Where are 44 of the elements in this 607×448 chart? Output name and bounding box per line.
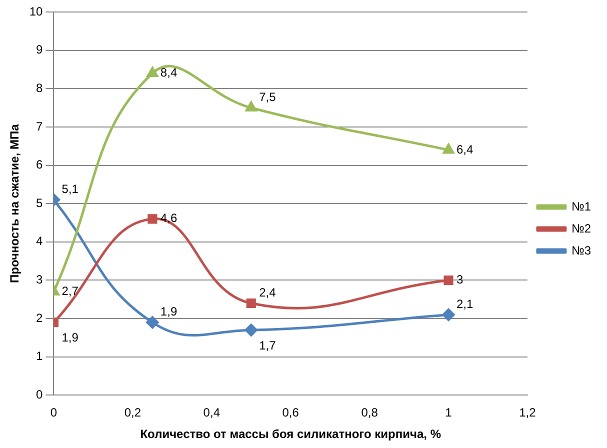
data-label: 2,4	[259, 286, 276, 300]
x-tick-label: 0,6	[282, 406, 300, 420]
y-tick-label: 0	[36, 388, 44, 402]
data-label: 1,7	[259, 338, 276, 352]
x-axis-title: Количество от массы боя силикатного кирпича, %	[140, 427, 442, 442]
y-tick-label: 3	[36, 272, 44, 287]
point	[442, 144, 454, 154]
data-label: 1,9	[160, 304, 178, 319]
legend-label: №2	[571, 221, 592, 236]
data-label: 5,1	[62, 182, 79, 196]
data-label: 8,4	[160, 66, 178, 80]
point	[148, 214, 158, 224]
point	[246, 298, 256, 308]
legend-label: №1	[571, 199, 592, 214]
data-label: 7,5	[259, 90, 276, 104]
y-tick-label: 6	[36, 158, 44, 172]
y-tick-label: 7	[36, 119, 44, 134]
point	[246, 102, 257, 112]
y-tick-label: 1	[36, 349, 44, 364]
data-label: 2,1	[456, 297, 474, 312]
point	[146, 67, 158, 78]
x-tick-label: 1	[445, 406, 452, 420]
data-label: 2,7	[62, 284, 79, 298]
data-label: 1,9	[62, 330, 79, 345]
data-label: 4,6	[160, 211, 178, 226]
data-label: 3	[456, 272, 464, 287]
y-tick-label: 10	[29, 4, 44, 18]
point	[146, 316, 159, 329]
y-tick-label: 2	[36, 310, 44, 325]
legend-label: №3	[571, 243, 592, 258]
y-tick-label: 8	[36, 80, 44, 95]
x-tick-label: 0,8	[361, 406, 378, 420]
x-tick-label: 0,4	[203, 406, 220, 420]
x-tick-label: 0,2	[124, 406, 142, 420]
y-tick-label: 9	[36, 42, 44, 57]
y-tick-label: 4	[36, 234, 44, 248]
point	[444, 275, 454, 286]
point	[244, 324, 258, 336]
y-axis-title: Прочность на сжатие, МПа	[8, 124, 22, 283]
data-label: 6,4	[456, 142, 474, 156]
x-tick-label: 1,2	[519, 406, 536, 420]
point	[442, 308, 455, 321]
x-tick-label: 0	[50, 406, 58, 420]
y-tick-label: 5	[36, 196, 44, 210]
